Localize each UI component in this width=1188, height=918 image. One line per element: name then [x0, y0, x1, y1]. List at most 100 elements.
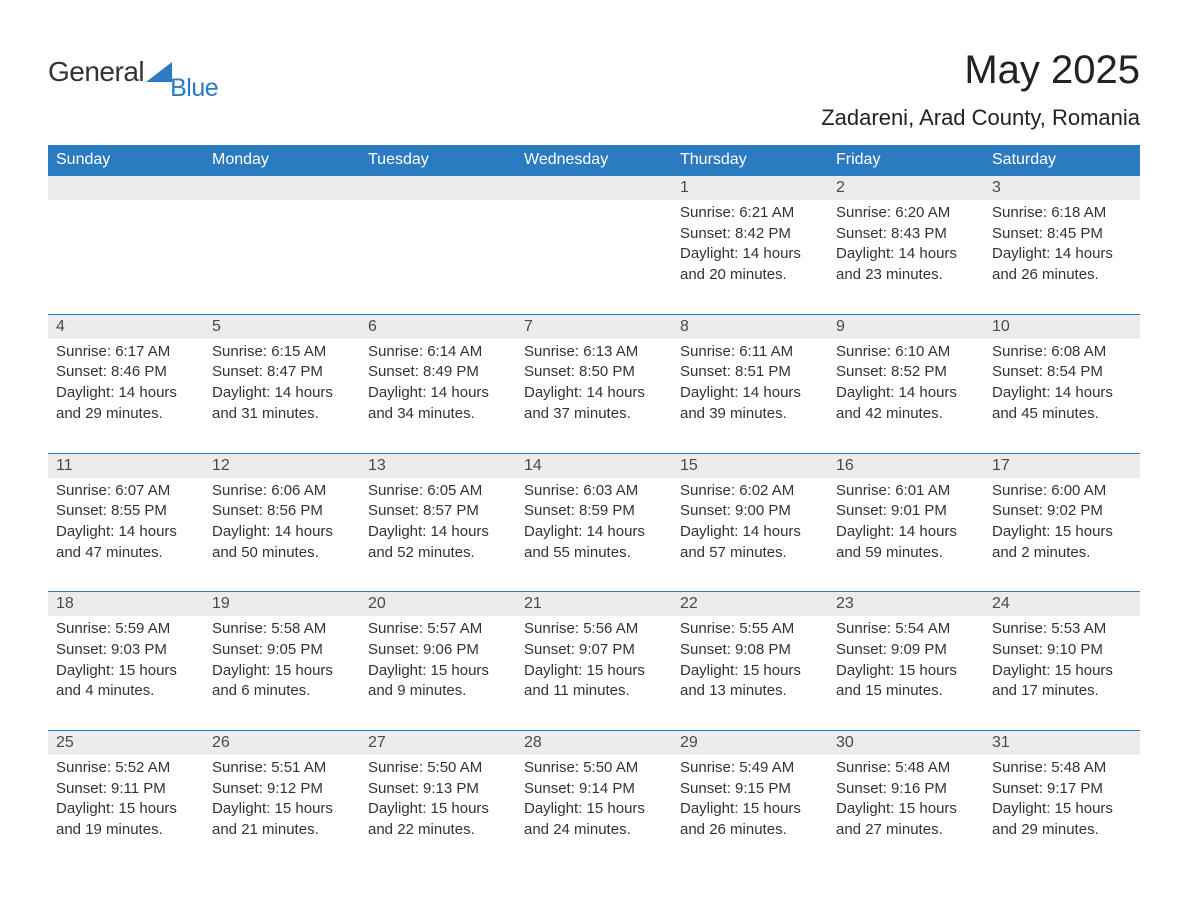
day-details: Sunrise: 6:03 AMSunset: 8:59 PMDaylight:… — [516, 478, 672, 592]
sunset-line: Sunset: 8:59 PM — [524, 501, 664, 522]
sunrise-line: Sunrise: 5:55 AM — [680, 619, 820, 640]
day-number: 22 — [672, 592, 828, 616]
calendar-day-cell: 25Sunrise: 5:52 AMSunset: 9:11 PMDayligh… — [48, 731, 204, 855]
daylight-line: Daylight: 14 hours and 34 minutes. — [368, 383, 508, 424]
sunset-line: Sunset: 9:08 PM — [680, 640, 820, 661]
weekday-header: Tuesday — [360, 145, 516, 176]
calendar-week-row: 11Sunrise: 6:07 AMSunset: 8:55 PMDayligh… — [48, 453, 1140, 592]
sunrise-line: Sunrise: 6:01 AM — [836, 481, 976, 502]
sunset-line: Sunset: 9:05 PM — [212, 640, 352, 661]
day-details: Sunrise: 6:08 AMSunset: 8:54 PMDaylight:… — [984, 339, 1140, 453]
daylight-line: Daylight: 14 hours and 39 minutes. — [680, 383, 820, 424]
day-details: Sunrise: 5:50 AMSunset: 9:14 PMDaylight:… — [516, 755, 672, 855]
sunrise-line: Sunrise: 5:52 AM — [56, 758, 196, 779]
calendar-week-row: 4Sunrise: 6:17 AMSunset: 8:46 PMDaylight… — [48, 314, 1140, 453]
daylight-line: Daylight: 14 hours and 42 minutes. — [836, 383, 976, 424]
header: General Blue May 2025 Zadareni, Arad Cou… — [48, 48, 1140, 131]
sunset-line: Sunset: 9:16 PM — [836, 779, 976, 800]
day-number: 9 — [828, 315, 984, 339]
day-details — [48, 200, 204, 288]
calendar-week-row: 25Sunrise: 5:52 AMSunset: 9:11 PMDayligh… — [48, 730, 1140, 855]
calendar: Sunday Monday Tuesday Wednesday Thursday… — [48, 145, 1140, 855]
calendar-day-cell — [48, 176, 204, 314]
sunrise-line: Sunrise: 6:00 AM — [992, 481, 1132, 502]
sunset-line: Sunset: 8:55 PM — [56, 501, 196, 522]
sunset-line: Sunset: 9:12 PM — [212, 779, 352, 800]
calendar-week-row: 1Sunrise: 6:21 AMSunset: 8:42 PMDaylight… — [48, 176, 1140, 314]
calendar-day-cell: 31Sunrise: 5:48 AMSunset: 9:17 PMDayligh… — [984, 731, 1140, 855]
title-block: May 2025 Zadareni, Arad County, Romania — [821, 48, 1140, 131]
weekday-header: Wednesday — [516, 145, 672, 176]
daylight-line: Daylight: 15 hours and 27 minutes. — [836, 799, 976, 840]
day-number — [516, 176, 672, 200]
calendar-day-cell: 8Sunrise: 6:11 AMSunset: 8:51 PMDaylight… — [672, 315, 828, 453]
sunset-line: Sunset: 9:17 PM — [992, 779, 1132, 800]
sunrise-line: Sunrise: 5:54 AM — [836, 619, 976, 640]
daylight-line: Daylight: 15 hours and 21 minutes. — [212, 799, 352, 840]
daylight-line: Daylight: 14 hours and 29 minutes. — [56, 383, 196, 424]
calendar-day-cell: 22 Sunrise: 5:55 AMSunset: 9:08 PMDayligh… — [672, 592, 828, 730]
calendar-day-cell: 2Sunrise: 6:20 AMSunset: 8:43 PMDaylight… — [828, 176, 984, 314]
day-number: 18 — [48, 592, 204, 616]
calendar-day-cell: 20Sunrise: 5:57 AMSunset: 9:06 PMDayligh… — [360, 592, 516, 730]
daylight-line: Daylight: 14 hours and 50 minutes. — [212, 522, 352, 563]
day-number: 23 — [828, 592, 984, 616]
day-details: Sunrise: 6:15 AMSunset: 8:47 PMDaylight:… — [204, 339, 360, 453]
calendar-day-cell: 27Sunrise: 5:50 AMSunset: 9:13 PMDayligh… — [360, 731, 516, 855]
calendar-day-cell: 28Sunrise: 5:50 AMSunset: 9:14 PMDayligh… — [516, 731, 672, 855]
day-number: 14 — [516, 454, 672, 478]
day-number: 1 — [672, 176, 828, 200]
daylight-line: Daylight: 15 hours and 13 minutes. — [680, 661, 820, 702]
sunset-line: Sunset: 9:14 PM — [524, 779, 664, 800]
day-details: Sunrise: 6:11 AMSunset: 8:51 PMDaylight:… — [672, 339, 828, 453]
sunrise-line: Sunrise: 6:18 AM — [992, 203, 1132, 224]
sunrise-line: Sunrise: 6:05 AM — [368, 481, 508, 502]
daylight-line: Daylight: 14 hours and 31 minutes. — [212, 383, 352, 424]
calendar-day-cell — [516, 176, 672, 314]
day-number: 24 — [984, 592, 1140, 616]
day-details: Sunrise: 6:00 AMSunset: 9:02 PMDaylight:… — [984, 478, 1140, 592]
page-title: May 2025 — [821, 48, 1140, 93]
day-details: Sunrise: 6:21 AMSunset: 8:42 PMDaylight:… — [672, 200, 828, 314]
sunrise-line: Sunrise: 5:53 AM — [992, 619, 1132, 640]
day-details: Sunrise: 6:13 AMSunset: 8:50 PMDaylight:… — [516, 339, 672, 453]
calendar-day-cell: 15Sunrise: 6:02 AMSunset: 9:00 PMDayligh… — [672, 454, 828, 592]
daylight-line: Daylight: 15 hours and 17 minutes. — [992, 661, 1132, 702]
sunrise-line: Sunrise: 5:51 AM — [212, 758, 352, 779]
sunset-line: Sunset: 8:52 PM — [836, 362, 976, 383]
sunset-line: Sunset: 9:01 PM — [836, 501, 976, 522]
daylight-line: Daylight: 15 hours and 26 minutes. — [680, 799, 820, 840]
day-number: 6 — [360, 315, 516, 339]
sunset-line: Sunset: 9:06 PM — [368, 640, 508, 661]
day-details — [204, 200, 360, 288]
daylight-line: Daylight: 15 hours and 15 minutes. — [836, 661, 976, 702]
day-details: Sunrise: 6:10 AMSunset: 8:52 PMDaylight:… — [828, 339, 984, 453]
sunrise-line: Sunrise: 6:17 AM — [56, 342, 196, 363]
day-details: Sunrise: 5:51 AMSunset: 9:12 PMDaylight:… — [204, 755, 360, 855]
sunrise-line: Sunrise: 6:15 AM — [212, 342, 352, 363]
day-number: 10 — [984, 315, 1140, 339]
day-number: 15 — [672, 454, 828, 478]
sunset-line: Sunset: 9:13 PM — [368, 779, 508, 800]
daylight-line: Daylight: 15 hours and 9 minutes. — [368, 661, 508, 702]
brand-text-1: General — [48, 56, 144, 88]
day-details: Sunrise: 5:59 AMSunset: 9:03 PMDaylight:… — [48, 616, 204, 730]
calendar-day-cell: 29Sunrise: 5:49 AMSunset: 9:15 PMDayligh… — [672, 731, 828, 855]
day-number: 8 — [672, 315, 828, 339]
sunrise-line: Sunrise: 6:03 AM — [524, 481, 664, 502]
weekday-header: Monday — [204, 145, 360, 176]
sunrise-line: Sunrise: 6:10 AM — [836, 342, 976, 363]
sunset-line: Sunset: 8:42 PM — [680, 224, 820, 245]
sunrise-line: Sunrise: 5:50 AM — [524, 758, 664, 779]
sunset-line: Sunset: 9:00 PM — [680, 501, 820, 522]
day-number: 25 — [48, 731, 204, 755]
daylight-line: Daylight: 15 hours and 6 minutes. — [212, 661, 352, 702]
sunrise-line: Sunrise: 6:06 AM — [212, 481, 352, 502]
day-number: 20 — [360, 592, 516, 616]
calendar-day-cell: 23Sunrise: 5:54 AMSunset: 9:09 PMDayligh… — [828, 592, 984, 730]
daylight-line: Daylight: 15 hours and 19 minutes. — [56, 799, 196, 840]
sunrise-line: Sunrise: 6:11 AM — [680, 342, 820, 363]
day-number: 3 — [984, 176, 1140, 200]
calendar-day-cell: 5Sunrise: 6:15 AMSunset: 8:47 PMDaylight… — [204, 315, 360, 453]
daylight-line: Daylight: 15 hours and 29 minutes. — [992, 799, 1132, 840]
